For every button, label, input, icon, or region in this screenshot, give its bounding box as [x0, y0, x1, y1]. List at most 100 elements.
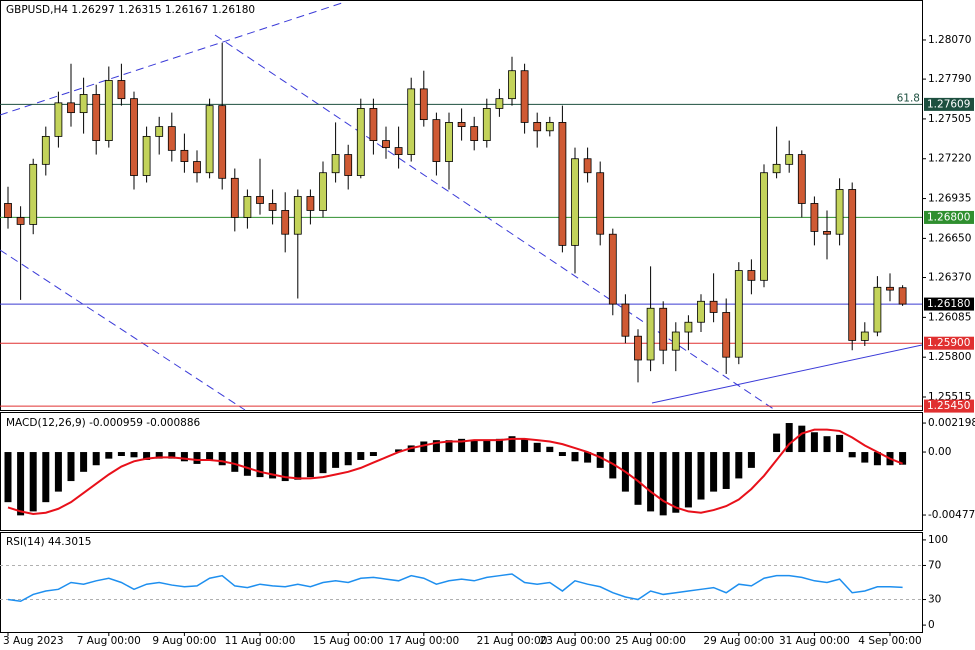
candle-body [495, 98, 504, 109]
chart-title: GBPUSD,H4 1.26297 1.26315 1.26167 1.2618… [6, 4, 255, 16]
level-label: 1.25450 [927, 400, 970, 412]
candle-body [407, 88, 416, 155]
candle-body [92, 94, 101, 141]
candle-body [306, 196, 315, 211]
candle-body [583, 158, 592, 174]
macd-bar [798, 425, 806, 453]
macd-bar [357, 452, 365, 460]
candle-body [293, 196, 302, 235]
x-tick-label: 9 Aug 00:00 [152, 635, 216, 647]
macd-bar [710, 452, 718, 492]
x-tick-label: 23 Aug 00:00 [540, 635, 611, 647]
candle-body [432, 119, 441, 162]
macd-bar [193, 452, 201, 464]
level-label: 1.26800 [927, 211, 970, 223]
candle-body [646, 307, 655, 361]
macd-bar [495, 438, 503, 453]
macd-bar [873, 452, 881, 466]
macd-bar [899, 452, 907, 465]
rsi-title: RSI(14) 44.3015 [6, 536, 91, 548]
candle-body [41, 135, 50, 165]
y-tick-label: 1.26370 [928, 272, 971, 284]
level-label-box [924, 336, 974, 350]
y-tick-label: 30 [928, 594, 941, 606]
candle-body [193, 161, 201, 174]
macd-bar [92, 452, 100, 466]
x-tick-label: 21 Aug 00:00 [477, 635, 548, 647]
y-tick-label: 70 [928, 559, 941, 571]
macd-bar [80, 452, 88, 472]
candle-body [772, 163, 781, 174]
macd-bar [508, 436, 516, 453]
candle-body [445, 122, 453, 162]
macd-bar [130, 452, 138, 458]
candle-body [218, 105, 227, 179]
level-label-box [924, 297, 974, 311]
candle-body [709, 300, 718, 313]
candle-body [697, 300, 705, 323]
candle-body [319, 172, 327, 211]
candle-body [130, 98, 138, 176]
macd-bar [533, 442, 541, 453]
trend-lines [0, 1, 923, 411]
candle-body [155, 126, 164, 137]
candle-body [281, 210, 290, 235]
candle-body [419, 88, 428, 121]
macd-bar [521, 438, 529, 453]
x-tick-label: 15 Aug 00:00 [313, 635, 384, 647]
frame [0, 0, 923, 633]
macd-title: MACD(12,26,9) -0.000959 -0.000886 [6, 417, 201, 429]
candle-body [810, 203, 819, 232]
macd-bar [609, 452, 617, 479]
x-tick-label: 29 Aug 00:00 [703, 635, 774, 647]
trend-line [651, 344, 923, 404]
candle-body [482, 108, 491, 141]
signal-line [7, 428, 903, 516]
macd-bar [155, 452, 163, 459]
macd-bar [697, 452, 705, 500]
candle-body [142, 135, 151, 176]
macd-bar [571, 452, 579, 462]
candle-body [785, 154, 794, 165]
macd-panel [0, 412, 923, 531]
candle-body [205, 105, 214, 174]
candle-body [722, 312, 731, 358]
candle-body [621, 303, 630, 337]
y-tick-label: 1.26935 [928, 193, 971, 205]
candle-body [331, 154, 340, 174]
macd-bar [483, 440, 491, 453]
candle-body [508, 70, 516, 100]
candle-body [180, 149, 189, 162]
macd-bar [747, 452, 755, 468]
macd-bar [17, 452, 25, 516]
trend-line [0, 1, 346, 116]
macd-bar [269, 452, 277, 479]
macd-bar [432, 440, 440, 453]
macd-bar [848, 452, 856, 458]
macd-bar [180, 452, 188, 462]
macd-bar [281, 452, 289, 482]
candle-body [470, 126, 479, 141]
candle-body [634, 335, 642, 361]
candle-body [760, 172, 768, 281]
candle-body [457, 122, 466, 128]
candle-body [344, 154, 353, 176]
candle-body [16, 217, 25, 225]
level-label-box [924, 97, 974, 111]
candle-body [230, 177, 239, 218]
candle-body [797, 154, 806, 204]
x-tick-label: 17 Aug 00:00 [388, 635, 459, 647]
candle-body [67, 102, 75, 114]
candle-body [684, 321, 693, 333]
candle-body [369, 108, 378, 141]
y-tick-label: 100 [928, 534, 948, 546]
y-tick-label: 1.26085 [928, 311, 971, 323]
candle-body [79, 94, 88, 114]
macd-bar [420, 441, 428, 453]
y-tick-label: 1.25800 [928, 351, 971, 363]
macd-bar [810, 432, 818, 453]
x-tick-label: 11 Aug 00:00 [225, 635, 296, 647]
macd-bar [243, 452, 251, 476]
candle-body [823, 231, 831, 235]
